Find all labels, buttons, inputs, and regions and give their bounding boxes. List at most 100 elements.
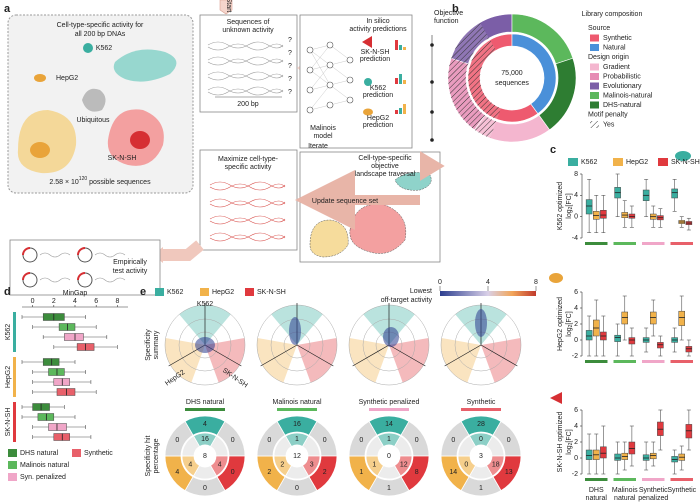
unknown-mark: ? xyxy=(288,63,292,70)
hit-value: 0 xyxy=(451,437,455,444)
y-tick-label: 8 xyxy=(574,171,578,178)
library-label: Synthetic xyxy=(467,399,496,406)
hit-value: 4 xyxy=(203,421,207,428)
iterate-label: Iterate xyxy=(308,143,328,150)
row-label: K562 xyxy=(5,324,12,340)
hit-value: 4 xyxy=(188,461,192,468)
pie-sector xyxy=(273,435,293,457)
hit-value: 0 xyxy=(203,485,207,492)
y-tick-label: -4 xyxy=(572,235,578,242)
hit-value: 1 xyxy=(387,485,391,492)
prediction-label: prediction xyxy=(363,122,393,129)
y-tick-label: 0 xyxy=(574,214,578,221)
colorbar-tick-label: 8 xyxy=(534,279,538,286)
legend-swatch xyxy=(590,121,599,128)
label-part: possible sequences xyxy=(87,179,151,186)
test-label: Empirically xyxy=(113,259,147,266)
radar-sector xyxy=(481,338,522,383)
legend-label: DHS natural xyxy=(20,450,59,457)
group-label: DHS xyxy=(589,487,604,494)
model-label: model xyxy=(313,133,333,140)
library-label: DHS natural xyxy=(186,399,225,406)
box xyxy=(585,330,593,341)
box-title: In silico xyxy=(366,18,389,25)
box xyxy=(657,421,664,436)
pie-center xyxy=(379,446,399,466)
radar-axis xyxy=(260,344,298,367)
pie-center xyxy=(471,446,491,466)
hit-value: 1 xyxy=(387,436,391,443)
rich-label: log2[FC] xyxy=(566,429,574,454)
legend-label: Gradient xyxy=(603,64,630,71)
row-strip xyxy=(13,357,16,397)
library-label: Malinois natural xyxy=(272,399,321,406)
legend-label: Probabilistic xyxy=(603,73,641,80)
density-blob xyxy=(383,327,399,347)
panel-a-layout xyxy=(7,0,445,296)
x-tick-label: 2 xyxy=(52,298,56,305)
hit-value: 0 xyxy=(359,437,363,444)
hit-value: 0 xyxy=(231,469,235,476)
legend-swatch xyxy=(72,449,81,457)
label-part: log xyxy=(566,445,573,454)
legend-label: Natural xyxy=(603,44,626,51)
library-label: Synthetic penalized xyxy=(359,399,420,406)
radar-sector xyxy=(257,338,297,383)
group-strip xyxy=(585,478,608,481)
library-strip xyxy=(277,408,317,411)
hatch-overlay xyxy=(468,39,502,120)
row-label: Specificity xyxy=(145,329,152,361)
legend-swatch xyxy=(590,44,599,51)
box xyxy=(671,188,678,199)
box xyxy=(53,378,70,386)
x-tick-label: 6 xyxy=(94,298,98,305)
y-tick-label: -2 xyxy=(572,353,578,360)
cell-label: K562 xyxy=(96,45,112,52)
cell-label: Ubiquitous xyxy=(76,117,110,124)
hit-value: 2 xyxy=(280,461,284,468)
hit-value: 2 xyxy=(267,469,271,476)
prediction-label: K562 xyxy=(370,85,386,92)
box xyxy=(614,453,621,461)
radar-axis xyxy=(444,344,482,367)
group-strip xyxy=(670,478,693,481)
legend-label: SK-N-SH xyxy=(257,289,286,296)
legend-swatch xyxy=(590,92,599,99)
donut-center: sequences xyxy=(495,80,529,87)
label-part: 2 xyxy=(568,324,574,327)
hit-value: 12 xyxy=(400,461,408,468)
x-tick-label: 0 xyxy=(31,298,35,305)
legend-label: Syn. penalized xyxy=(20,474,66,481)
update-label: Update sequence set xyxy=(312,198,378,205)
group-label: Synthetic xyxy=(639,487,668,494)
label-part: log xyxy=(566,327,573,336)
objective-label: function xyxy=(434,18,459,25)
box xyxy=(671,456,678,463)
label-part: 2 xyxy=(568,206,574,209)
panel-title: all 200 bp DNAs xyxy=(75,31,126,38)
group-label: penalized xyxy=(638,495,668,502)
radar-sector xyxy=(297,338,337,383)
row-strip xyxy=(13,402,16,442)
y-tick-label: 6 xyxy=(574,289,578,296)
rich-label: log2[FC] xyxy=(566,311,574,336)
colorbar-tick-label: 4 xyxy=(486,279,490,286)
label-part: 2.58 × 10 xyxy=(49,179,78,186)
group-strip xyxy=(670,242,693,245)
legend-swatch xyxy=(8,473,17,481)
row-label: Specificity hit xyxy=(145,436,152,477)
legend-swatch xyxy=(613,158,623,166)
box xyxy=(642,454,650,461)
hit-value: 1 xyxy=(295,436,299,443)
box-title: Cell-type-specific xyxy=(358,155,412,162)
group-strip xyxy=(585,360,608,363)
hit-value: 2 xyxy=(323,469,327,476)
hit-value: 0 xyxy=(175,437,179,444)
unknown-mark: ? xyxy=(288,89,292,96)
hit-value: 0 xyxy=(231,437,235,444)
box xyxy=(600,210,607,219)
legend-swatch xyxy=(590,73,599,80)
legend-label: Yes xyxy=(603,121,615,128)
radar-sector xyxy=(441,338,481,383)
box xyxy=(58,323,76,331)
